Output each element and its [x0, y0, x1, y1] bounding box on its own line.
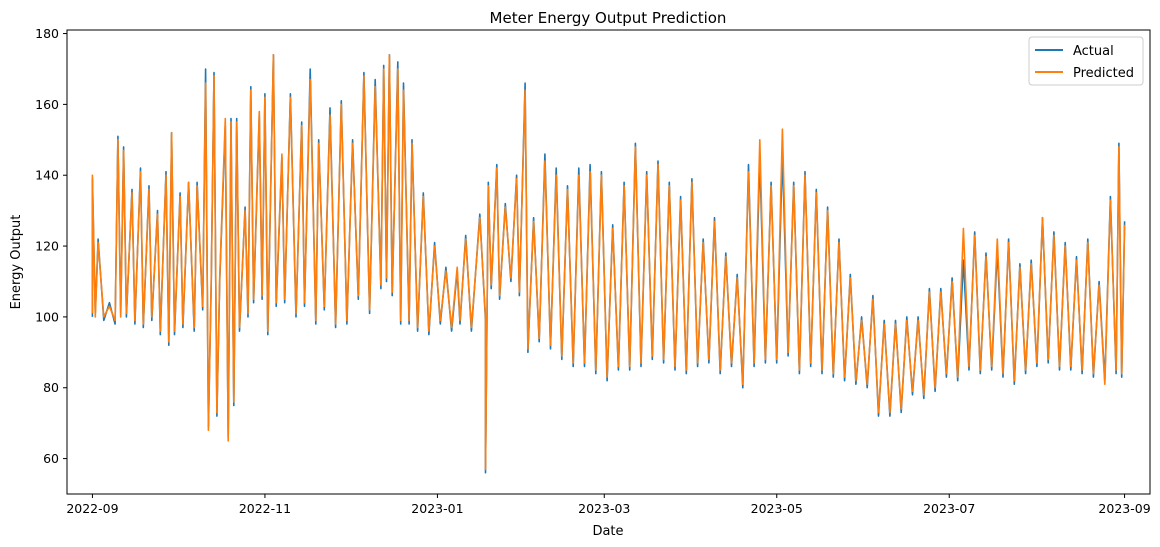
y-tick-label: 140: [35, 168, 59, 183]
y-tick-label: 60: [43, 451, 59, 466]
x-axis-label: Date: [592, 524, 623, 539]
y-tick-label: 160: [35, 97, 59, 112]
x-tick-label: 2023-01: [411, 501, 463, 516]
plot-area: [66, 29, 1151, 495]
y-axis: 60 80 100 120 140 160 180: [35, 26, 67, 466]
chart-title: Meter Energy Output Prediction: [490, 9, 727, 27]
series-layer: [91, 53, 1126, 474]
x-tick-label: 2022-09: [66, 501, 118, 516]
y-tick-label: 180: [35, 26, 59, 41]
y-tick-label: 100: [35, 309, 59, 324]
y-axis-label: Energy Output: [9, 215, 24, 310]
x-tick-label: 2023-09: [1098, 501, 1150, 516]
x-axis: 2022-09 2022-11 2023-01 2023-03 2023-05 2023-…: [66, 494, 1151, 516]
legend-label-predicted: Predicted: [1073, 66, 1134, 81]
x-tick-label: 2023-07: [923, 501, 975, 516]
legend-label-actual: Actual: [1073, 44, 1114, 59]
x-tick-label: 2023-03: [578, 501, 630, 516]
x-tick-label: 2022-11: [239, 501, 291, 516]
plot-background: [67, 30, 1150, 494]
y-tick-label: 80: [43, 380, 59, 395]
series-line-predicted: [91, 53, 1126, 471]
y-tick-label: 120: [35, 239, 59, 254]
plot-frame: [66, 29, 1151, 495]
x-tick-label: 2023-05: [751, 501, 803, 516]
legend: Actual Predicted: [1028, 36, 1144, 86]
